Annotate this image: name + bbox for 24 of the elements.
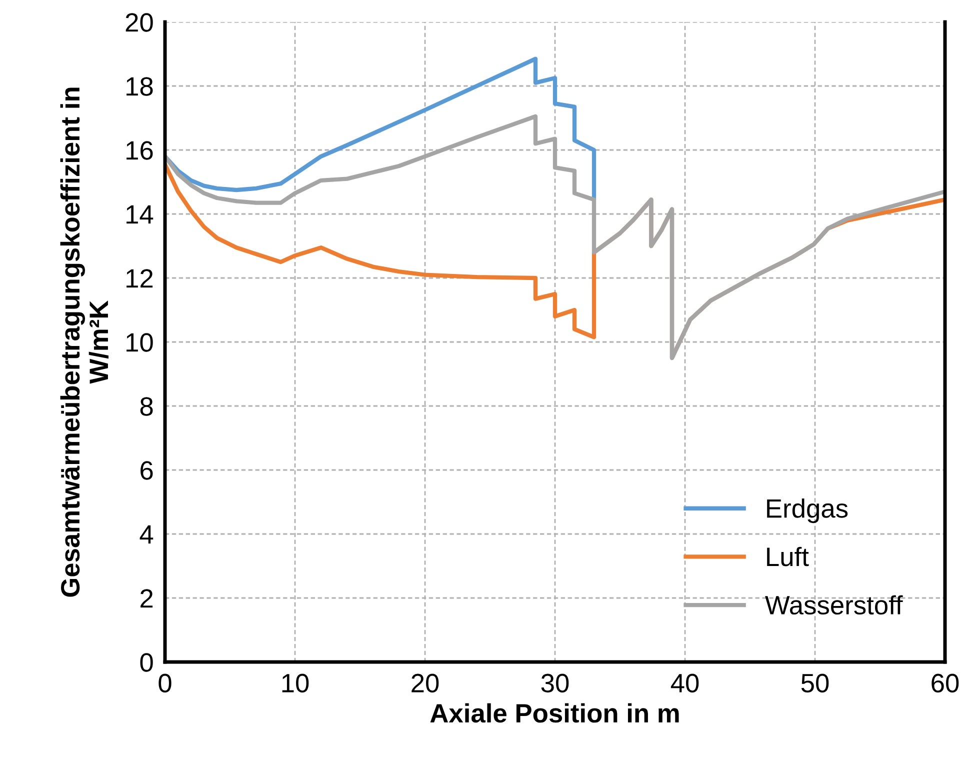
- legend-label: Erdgas: [767, 498, 848, 524]
- y-tick-label: 2: [140, 589, 153, 608]
- x-tick-label: 20: [412, 674, 439, 692]
- legend-label: Wasserstoff: [765, 595, 903, 615]
- line-series: [165, 56, 596, 200]
- x-tick-label: 30: [541, 674, 569, 692]
- x-tick-label: 60: [932, 674, 959, 692]
- y-tick-label: 20: [126, 13, 153, 32]
- y-tick-label: 14: [126, 205, 154, 224]
- x-tick-label: 50: [801, 674, 829, 692]
- y-tick-label: 4: [140, 525, 154, 544]
- y-axis-title: Gesamtwärmeübertragungskoeffizient in W/m²K: [60, 88, 108, 597]
- y-tick-label: 0: [140, 653, 153, 672]
- y-tick-label: 10: [126, 333, 153, 352]
- x-tick-label: 40: [670, 674, 699, 692]
- legend-label: Luft: [767, 546, 809, 566]
- x-tick-label: 0: [158, 674, 172, 692]
- y-tick-label: 12: [126, 269, 153, 288]
- y-tick-label: 18: [126, 77, 153, 96]
- x-tick-label: 10: [282, 674, 309, 692]
- x-axis-title: Axiale Position in m: [430, 703, 679, 723]
- y-tick-label: 8: [140, 397, 153, 416]
- y-tick-label: 16: [126, 141, 153, 160]
- y-tick-label: 6: [140, 461, 153, 480]
